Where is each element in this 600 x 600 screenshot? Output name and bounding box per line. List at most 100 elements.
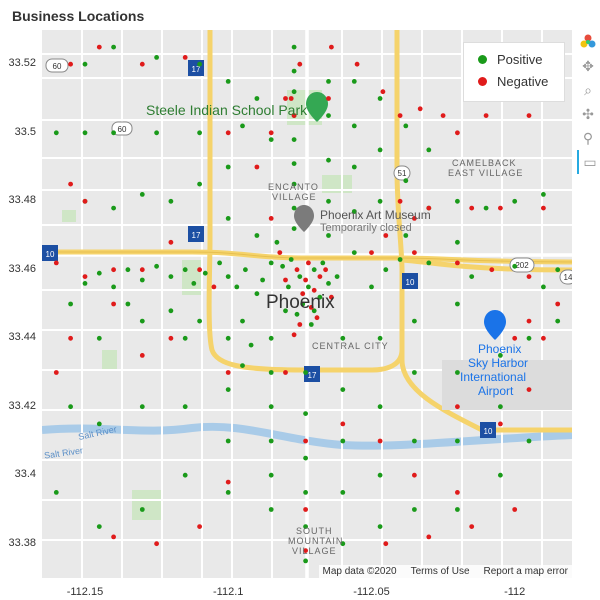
point-negative-77[interactable] — [512, 507, 518, 512]
point-positive-39[interactable] — [326, 198, 331, 204]
point-negative-55[interactable] — [412, 472, 417, 478]
point-negative-52[interactable] — [303, 548, 308, 553]
point-positive-58[interactable] — [483, 205, 489, 211]
point-positive-109[interactable] — [455, 507, 460, 512]
point-positive-41[interactable] — [326, 113, 331, 118]
point-positive-120[interactable] — [182, 335, 188, 341]
point-positive-5[interactable] — [300, 301, 306, 307]
point-negative-36[interactable] — [197, 267, 203, 273]
point-positive-51[interactable] — [403, 233, 409, 238]
point-positive-57[interactable] — [455, 239, 460, 245]
point-negative-80[interactable] — [412, 250, 417, 256]
point-positive-111[interactable] — [498, 404, 503, 410]
point-positive-7[interactable] — [308, 322, 314, 327]
point-positive-9[interactable] — [280, 263, 285, 269]
point-positive-88[interactable] — [303, 411, 308, 416]
point-negative-11[interactable] — [329, 294, 334, 300]
point-positive-91[interactable] — [303, 524, 308, 529]
point-positive-11[interactable] — [334, 274, 340, 279]
point-positive-92[interactable] — [303, 558, 308, 564]
legend-item-positive[interactable]: Positive — [478, 52, 543, 67]
point-positive-148[interactable] — [274, 239, 280, 245]
point-negative-54[interactable] — [377, 438, 383, 444]
point-positive-48[interactable] — [377, 198, 383, 204]
point-positive-32[interactable] — [291, 161, 297, 167]
pan-icon[interactable]: ✥ — [582, 57, 594, 74]
point-positive-70[interactable] — [111, 130, 116, 136]
point-positive-17[interactable] — [225, 274, 231, 279]
point-positive-69[interactable] — [82, 130, 88, 136]
zoom-icon[interactable]: ⌕ — [584, 81, 592, 98]
hover-icon[interactable]: ▭ — [577, 150, 600, 174]
point-positive-149[interactable] — [254, 233, 260, 238]
point-positive-77[interactable] — [197, 61, 203, 67]
point-negative-2[interactable] — [306, 260, 311, 266]
point-negative-29[interactable] — [397, 198, 403, 204]
point-positive-6[interactable] — [294, 311, 300, 317]
point-negative-86[interactable] — [297, 61, 303, 67]
point-positive-99[interactable] — [377, 404, 383, 410]
report-error-link[interactable]: Report a map error — [483, 566, 568, 577]
point-positive-101[interactable] — [377, 524, 383, 529]
point-positive-145[interactable] — [283, 308, 288, 314]
point-positive-40[interactable] — [326, 157, 331, 163]
point-positive-52[interactable] — [403, 178, 409, 184]
point-positive-129[interactable] — [68, 301, 73, 307]
point-positive-122[interactable] — [182, 472, 188, 478]
point-positive-16[interactable] — [234, 284, 240, 290]
point-negative-9[interactable] — [291, 332, 297, 338]
point-negative-38[interactable] — [139, 267, 145, 273]
point-positive-27[interactable] — [96, 270, 102, 276]
point-positive-24[interactable] — [139, 277, 145, 283]
point-positive-130[interactable] — [68, 404, 73, 410]
point-negative-61[interactable] — [526, 318, 532, 324]
point-negative-63[interactable] — [225, 370, 231, 375]
point-negative-43[interactable] — [268, 216, 274, 221]
point-positive-115[interactable] — [555, 318, 561, 324]
point-positive-13[interactable] — [260, 277, 265, 283]
point-positive-15[interactable] — [243, 267, 248, 273]
point-negative-62[interactable] — [512, 335, 518, 341]
point-positive-127[interactable] — [96, 421, 102, 427]
point-positive-136[interactable] — [125, 301, 131, 307]
point-negative-12[interactable] — [283, 277, 288, 283]
point-positive-81[interactable] — [268, 335, 274, 341]
point-negative-50[interactable] — [303, 438, 308, 444]
point-positive-59[interactable] — [512, 198, 518, 204]
point-negative-74[interactable] — [426, 534, 432, 540]
point-positive-117[interactable] — [225, 387, 231, 392]
point-positive-66[interactable] — [111, 205, 116, 211]
point-positive-31[interactable] — [291, 181, 297, 187]
point-positive-142[interactable] — [512, 263, 518, 269]
point-positive-74[interactable] — [268, 137, 274, 142]
point-negative-58[interactable] — [526, 387, 532, 392]
point-positive-47[interactable] — [351, 79, 357, 84]
point-negative-31[interactable] — [498, 205, 503, 211]
point-negative-47[interactable] — [96, 44, 102, 50]
point-positive-87[interactable] — [303, 370, 308, 375]
point-positive-78[interactable] — [154, 55, 159, 60]
point-positive-23[interactable] — [154, 263, 159, 269]
point-positive-89[interactable] — [303, 455, 308, 461]
point-negative-21[interactable] — [417, 106, 423, 112]
point-negative-18[interactable] — [354, 61, 360, 67]
point-positive-60[interactable] — [541, 192, 546, 197]
point-positive-105[interactable] — [412, 507, 417, 512]
point-positive-106[interactable] — [455, 301, 460, 307]
point-negative-14[interactable] — [291, 113, 297, 118]
point-negative-8[interactable] — [297, 322, 303, 327]
point-negative-7[interactable] — [314, 315, 320, 321]
point-positive-38[interactable] — [326, 233, 331, 238]
point-negative-5[interactable] — [300, 291, 306, 297]
point-negative-15[interactable] — [288, 96, 294, 101]
point-negative-46[interactable] — [139, 61, 145, 67]
point-positive-97[interactable] — [340, 541, 346, 547]
point-negative-16[interactable] — [326, 96, 331, 101]
point-negative-27[interactable] — [426, 205, 432, 211]
point-negative-17[interactable] — [329, 44, 334, 50]
point-negative-13[interactable] — [277, 250, 283, 256]
point-positive-25[interactable] — [125, 267, 131, 273]
point-negative-35[interactable] — [168, 239, 174, 245]
point-positive-103[interactable] — [412, 370, 417, 375]
point-negative-73[interactable] — [383, 541, 389, 547]
